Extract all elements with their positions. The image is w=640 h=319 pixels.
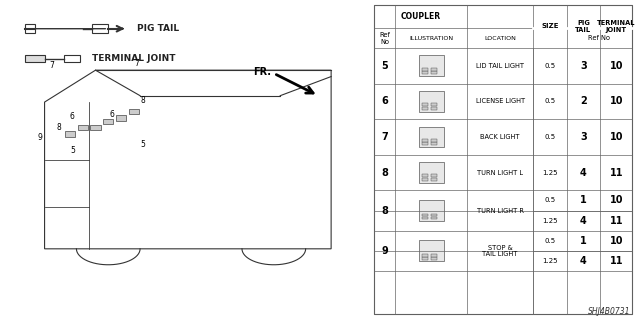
- FancyBboxPatch shape: [422, 142, 428, 145]
- FancyBboxPatch shape: [116, 115, 126, 121]
- Text: 8: 8: [381, 205, 388, 216]
- FancyBboxPatch shape: [431, 142, 437, 145]
- Text: Ref No: Ref No: [588, 35, 611, 41]
- FancyBboxPatch shape: [26, 55, 45, 62]
- FancyBboxPatch shape: [422, 71, 428, 74]
- FancyBboxPatch shape: [419, 127, 444, 147]
- FancyBboxPatch shape: [65, 131, 75, 137]
- Text: 11: 11: [609, 256, 623, 266]
- Text: PIG
TAIL: PIG TAIL: [575, 20, 591, 33]
- Text: 9: 9: [37, 133, 42, 142]
- FancyBboxPatch shape: [92, 24, 108, 33]
- Text: SIZE: SIZE: [541, 23, 559, 29]
- Text: 2: 2: [580, 96, 587, 107]
- Text: 5: 5: [71, 146, 76, 155]
- Text: 6: 6: [381, 96, 388, 107]
- FancyBboxPatch shape: [431, 257, 437, 260]
- FancyBboxPatch shape: [419, 56, 444, 76]
- FancyBboxPatch shape: [422, 178, 428, 181]
- FancyBboxPatch shape: [422, 255, 428, 257]
- Text: ILLUSTRATION: ILLUSTRATION: [409, 35, 453, 41]
- FancyBboxPatch shape: [431, 139, 437, 142]
- Text: TERMINAL
JOINT: TERMINAL JOINT: [597, 20, 636, 33]
- Text: 6: 6: [70, 112, 74, 121]
- Text: 0.5: 0.5: [544, 134, 556, 140]
- FancyBboxPatch shape: [422, 68, 428, 70]
- Text: TURN LIGHT R: TURN LIGHT R: [477, 208, 524, 213]
- Text: 5: 5: [381, 61, 388, 71]
- Text: 7: 7: [134, 59, 140, 68]
- Text: 0.5: 0.5: [544, 197, 556, 204]
- Text: 7: 7: [50, 61, 54, 70]
- FancyBboxPatch shape: [431, 214, 437, 217]
- Text: BACK LIGHT: BACK LIGHT: [481, 134, 520, 140]
- Text: 11: 11: [609, 168, 623, 178]
- Text: 7: 7: [381, 132, 388, 142]
- Text: 0.5: 0.5: [544, 238, 556, 244]
- Text: LID TAIL LIGHT: LID TAIL LIGHT: [476, 63, 524, 69]
- Text: 3: 3: [580, 61, 587, 71]
- Text: 4: 4: [580, 168, 587, 178]
- FancyBboxPatch shape: [431, 103, 437, 106]
- Text: 1.25: 1.25: [542, 258, 557, 264]
- FancyBboxPatch shape: [103, 119, 113, 124]
- FancyBboxPatch shape: [422, 217, 428, 219]
- Text: 1.25: 1.25: [542, 170, 557, 176]
- Text: LOCATION: LOCATION: [484, 35, 516, 41]
- Text: 10: 10: [609, 61, 623, 71]
- Bar: [374, 5, 632, 314]
- FancyBboxPatch shape: [419, 240, 444, 262]
- Text: TURN LIGHT L: TURN LIGHT L: [477, 170, 523, 176]
- FancyBboxPatch shape: [431, 174, 437, 177]
- FancyBboxPatch shape: [419, 91, 444, 112]
- FancyBboxPatch shape: [26, 24, 35, 33]
- Text: 4: 4: [580, 216, 587, 226]
- Text: 1.25: 1.25: [542, 218, 557, 224]
- FancyBboxPatch shape: [431, 68, 437, 70]
- Text: SHJ4B0731: SHJ4B0731: [588, 307, 630, 316]
- FancyBboxPatch shape: [419, 200, 444, 221]
- FancyBboxPatch shape: [419, 162, 444, 183]
- Text: 6: 6: [109, 110, 115, 119]
- FancyBboxPatch shape: [431, 255, 437, 257]
- FancyBboxPatch shape: [63, 55, 79, 62]
- Text: 10: 10: [609, 196, 623, 205]
- Text: 10: 10: [609, 236, 623, 246]
- FancyBboxPatch shape: [90, 125, 100, 130]
- FancyBboxPatch shape: [431, 71, 437, 74]
- FancyBboxPatch shape: [129, 109, 139, 114]
- FancyBboxPatch shape: [431, 178, 437, 181]
- FancyBboxPatch shape: [422, 139, 428, 142]
- FancyBboxPatch shape: [422, 214, 428, 217]
- Text: FR.: FR.: [253, 67, 271, 77]
- Text: 8: 8: [141, 96, 146, 105]
- FancyBboxPatch shape: [431, 107, 437, 110]
- Text: PIG TAIL: PIG TAIL: [137, 24, 179, 33]
- FancyBboxPatch shape: [431, 217, 437, 219]
- FancyBboxPatch shape: [77, 125, 88, 130]
- Text: 8: 8: [56, 123, 61, 132]
- Text: 4: 4: [580, 256, 587, 266]
- Text: 11: 11: [609, 216, 623, 226]
- FancyBboxPatch shape: [422, 107, 428, 110]
- Text: LICENSE LIGHT: LICENSE LIGHT: [476, 99, 525, 105]
- Text: 10: 10: [609, 96, 623, 107]
- Text: 3: 3: [580, 132, 587, 142]
- Text: 10: 10: [609, 132, 623, 142]
- Text: TERMINAL JOINT: TERMINAL JOINT: [92, 54, 176, 63]
- Text: 1: 1: [580, 236, 587, 246]
- FancyBboxPatch shape: [422, 257, 428, 260]
- Text: 1: 1: [580, 196, 587, 205]
- Text: 0.5: 0.5: [544, 63, 556, 69]
- Text: 5: 5: [141, 140, 146, 149]
- Text: STOP &
TAIL LIGHT: STOP & TAIL LIGHT: [483, 245, 518, 257]
- Text: 8: 8: [381, 168, 388, 178]
- FancyBboxPatch shape: [422, 103, 428, 106]
- Text: 0.5: 0.5: [544, 99, 556, 105]
- FancyBboxPatch shape: [422, 174, 428, 177]
- Text: Ref
No: Ref No: [380, 32, 390, 45]
- Text: 9: 9: [381, 246, 388, 256]
- Text: COUPLER: COUPLER: [401, 12, 441, 21]
